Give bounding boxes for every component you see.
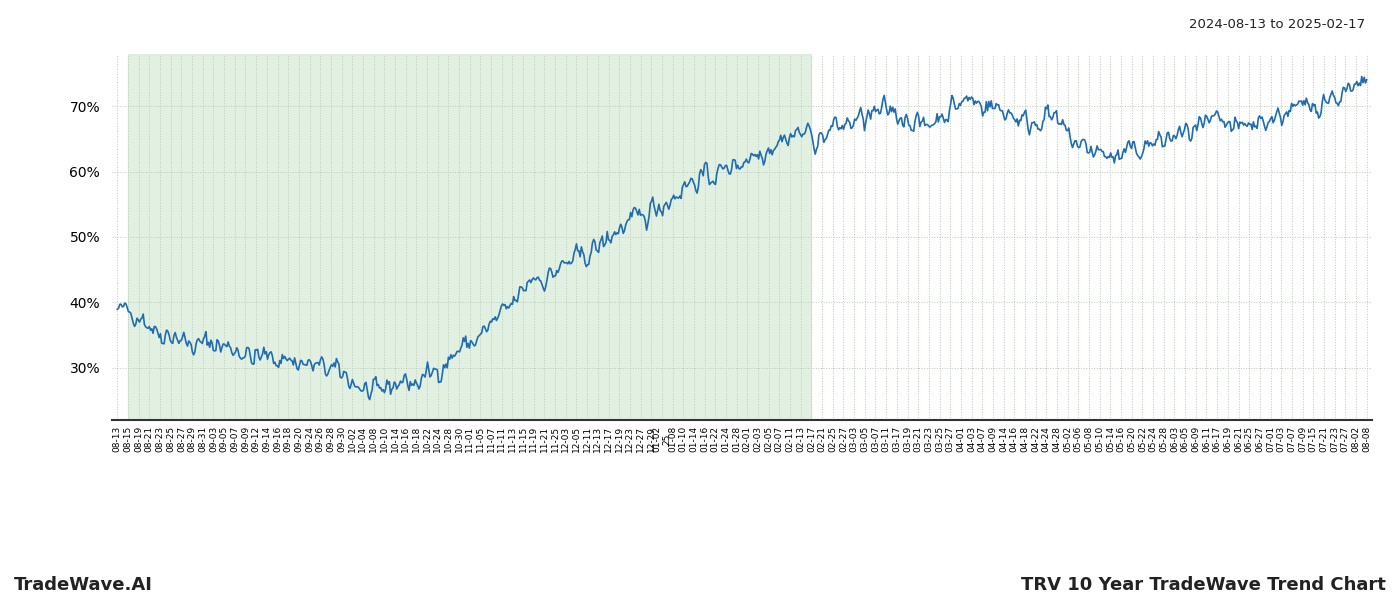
Text: TradeWave.AI: TradeWave.AI	[14, 576, 153, 594]
Text: TRV 10 Year TradeWave Trend Chart: TRV 10 Year TradeWave Trend Chart	[1021, 576, 1386, 594]
Bar	[127, 54, 812, 420]
Text: 2024-08-13 to 2025-02-17: 2024-08-13 to 2025-02-17	[1189, 18, 1365, 31]
